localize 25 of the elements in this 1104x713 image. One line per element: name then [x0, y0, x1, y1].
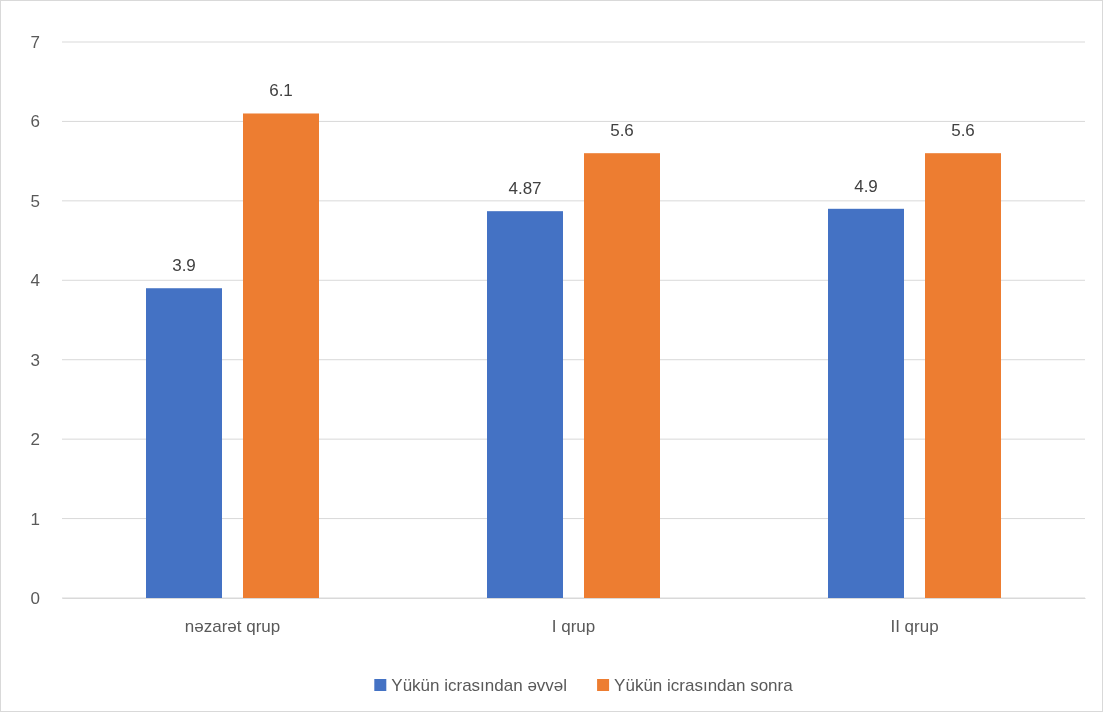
bar — [584, 153, 660, 598]
bar — [828, 208, 904, 598]
x-tick-label: II qrup — [890, 617, 939, 637]
x-tick-label: I qrup — [551, 617, 596, 637]
data-label: 5.6 — [951, 121, 975, 141]
legend-label: Yükün icrasından sonra — [614, 675, 794, 695]
bar — [487, 211, 563, 598]
data-label: 4.9 — [854, 176, 878, 196]
data-label: 4.87 — [508, 179, 542, 199]
y-tick-label: 4 — [30, 271, 40, 291]
y-tick-label: 1 — [30, 509, 40, 529]
y-tick-label: 3 — [30, 350, 40, 370]
bar — [146, 288, 222, 598]
data-label: 5.6 — [610, 121, 634, 141]
y-tick-label: 7 — [30, 32, 40, 52]
y-tick-label: 0 — [30, 588, 40, 608]
data-label: 6.1 — [269, 81, 293, 101]
data-label: 3.9 — [172, 256, 196, 276]
y-tick-label: 6 — [30, 112, 40, 132]
legend-label: Yükün icrasından əvvəl — [391, 675, 568, 695]
y-tick-label: 2 — [30, 430, 40, 450]
bar — [243, 113, 319, 598]
x-tick-label: nəzarət qrup — [184, 617, 281, 637]
y-tick-label: 5 — [30, 191, 40, 211]
bar — [925, 153, 1001, 598]
